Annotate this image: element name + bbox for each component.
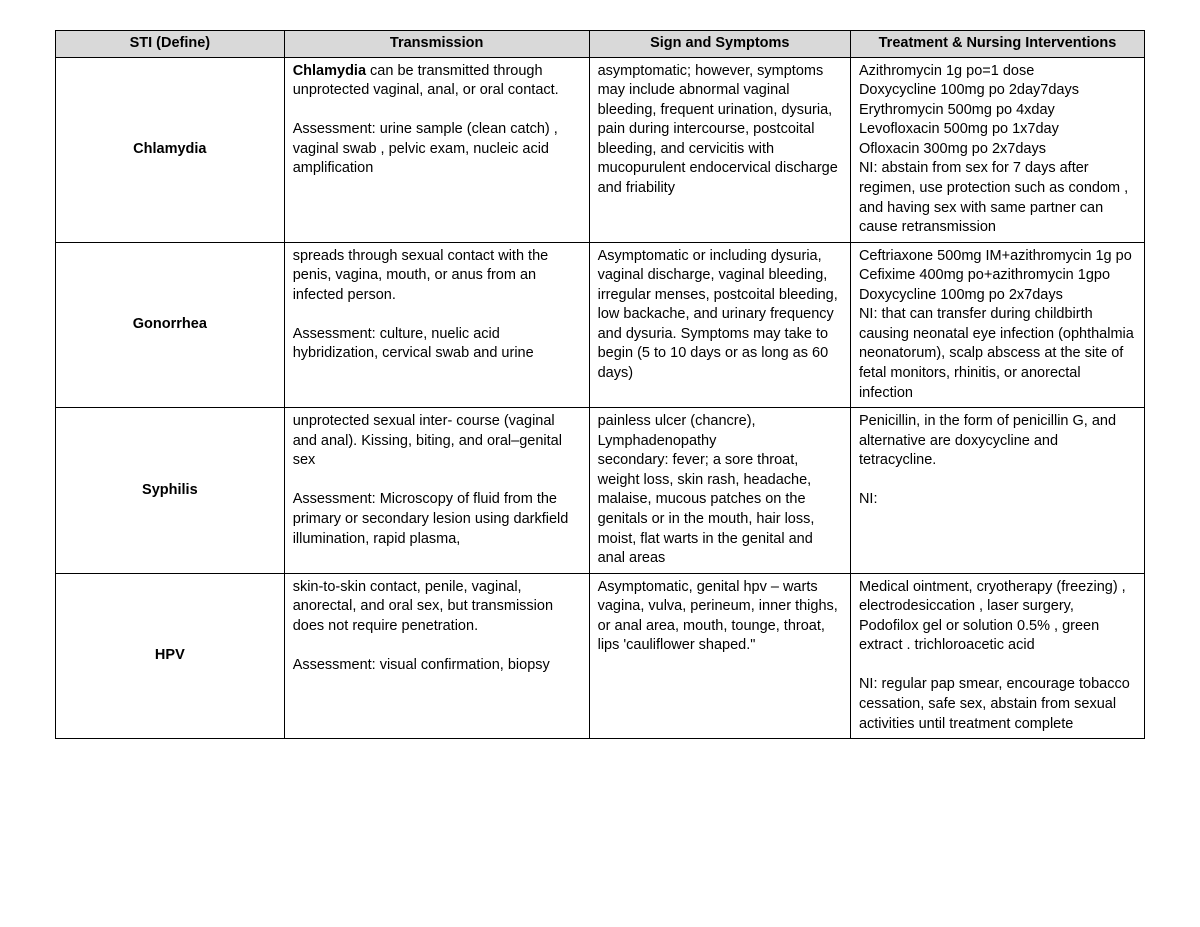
cell-treatment: Ceftriaxone 500mg IM+azithromycin 1g po … — [850, 242, 1144, 408]
cell-transmission: Chlamydia can be transmitted through unp… — [284, 57, 589, 242]
document-page: STI (Define) Transmission Sign and Sympt… — [0, 0, 1200, 779]
cell-signs: painless ulcer (chancre), Lymphadenopath… — [589, 408, 850, 574]
table-row: Syphilis unprotected sexual inter- cours… — [56, 408, 1145, 574]
cell-transmission: unprotected sexual inter- course (vagina… — [284, 408, 589, 574]
signs-text: asymptomatic; however, symptoms may incl… — [598, 63, 842, 196]
signs-text: Asymptomatic, genital hpv – warts vagina… — [598, 579, 842, 654]
cell-signs: Asymptomatic, genital hpv – warts vagina… — [589, 573, 850, 739]
treatment-text: Penicillin, in the form of penicillin G,… — [859, 413, 1120, 507]
table-row: Gonorrhea spreads through sexual contact… — [56, 242, 1145, 408]
header-transmission: Transmission — [284, 31, 589, 58]
transmission-text: unprotected sexual inter- course (vagina… — [293, 413, 573, 546]
cell-sti: HPV — [56, 573, 285, 739]
table-row: Chlamydia Chlamydia can be transmitted t… — [56, 57, 1145, 242]
lead-bold: Chlamydia — [293, 63, 366, 79]
transmission-text: skin-to-skin contact, penile, vaginal, a… — [293, 579, 557, 673]
cell-signs: asymptomatic; however, symptoms may incl… — [589, 57, 850, 242]
cell-transmission: skin-to-skin contact, penile, vaginal, a… — [284, 573, 589, 739]
header-row: STI (Define) Transmission Sign and Sympt… — [56, 31, 1145, 58]
cell-sti: Syphilis — [56, 408, 285, 574]
cell-sti: Gonorrhea — [56, 242, 285, 408]
table-row: HPV skin-to-skin contact, penile, vagina… — [56, 573, 1145, 739]
signs-text: Asymptomatic or including dysuria, vagin… — [598, 248, 842, 381]
header-signs: Sign and Symptoms — [589, 31, 850, 58]
cell-signs: Asymptomatic or including dysuria, vagin… — [589, 242, 850, 408]
signs-text: painless ulcer (chancre), Lymphadenopath… — [598, 413, 819, 566]
transmission-text: spreads through sexual contact with the … — [293, 248, 553, 362]
header-treatment: Treatment & Nursing Interventions — [850, 31, 1144, 58]
transmission-text: can be transmitted through unprotected v… — [293, 63, 562, 177]
treatment-text: Medical ointment, cryotherapy (freezing)… — [859, 579, 1134, 732]
cell-sti: Chlamydia — [56, 57, 285, 242]
cell-transmission: spreads through sexual contact with the … — [284, 242, 589, 408]
cell-treatment: Penicillin, in the form of penicillin G,… — [850, 408, 1144, 574]
treatment-text: Azithromycin 1g po=1 dose Doxycycline 10… — [859, 63, 1132, 236]
cell-treatment: Medical ointment, cryotherapy (freezing)… — [850, 573, 1144, 739]
header-sti: STI (Define) — [56, 31, 285, 58]
treatment-text: Ceftriaxone 500mg IM+azithromycin 1g po … — [859, 248, 1138, 401]
sti-table: STI (Define) Transmission Sign and Sympt… — [55, 30, 1145, 739]
cell-treatment: Azithromycin 1g po=1 dose Doxycycline 10… — [850, 57, 1144, 242]
